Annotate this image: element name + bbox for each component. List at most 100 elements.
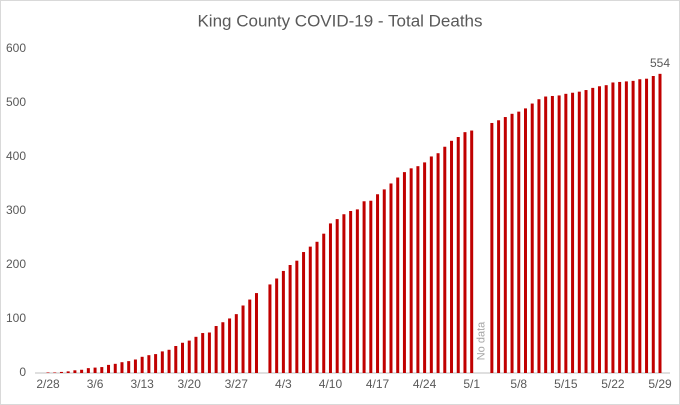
bar xyxy=(221,322,225,373)
x-tick-label: 5/22 xyxy=(601,377,625,391)
bar xyxy=(133,359,137,373)
bar xyxy=(53,372,57,373)
bar xyxy=(463,132,467,373)
bar xyxy=(382,189,386,373)
bar xyxy=(349,211,353,373)
y-tick-label: 100 xyxy=(6,311,26,325)
x-tick-label: 4/17 xyxy=(366,377,390,391)
bar xyxy=(308,246,312,373)
bar xyxy=(342,214,346,373)
x-tick-label: 5/29 xyxy=(648,377,672,391)
bar xyxy=(275,278,279,373)
bar xyxy=(288,265,292,373)
bar xyxy=(645,78,649,373)
bar xyxy=(523,108,527,374)
bar xyxy=(429,156,433,373)
y-tick-label: 300 xyxy=(6,203,26,217)
bar xyxy=(59,371,63,373)
bar xyxy=(450,140,454,373)
bar xyxy=(618,81,622,373)
bar xyxy=(201,333,205,373)
x-tick-label: 4/3 xyxy=(275,377,292,391)
bar xyxy=(564,93,568,373)
bar xyxy=(228,318,232,373)
bar xyxy=(234,314,238,373)
bar xyxy=(100,367,104,373)
bar xyxy=(315,241,319,373)
bar xyxy=(611,82,615,373)
bar xyxy=(591,87,595,373)
x-tick-label: 3/20 xyxy=(178,377,202,391)
bar xyxy=(597,86,601,373)
bar xyxy=(497,120,501,373)
x-tick-label: 4/10 xyxy=(319,377,343,391)
bar xyxy=(80,369,84,373)
annotation: No data xyxy=(476,321,488,360)
x-tick-label: 5/1 xyxy=(463,377,480,391)
x-tick-label: 3/13 xyxy=(130,377,154,391)
bar xyxy=(490,122,494,373)
bar xyxy=(402,172,406,373)
bar xyxy=(577,91,581,373)
bar xyxy=(214,326,218,373)
bar xyxy=(66,371,70,373)
bar xyxy=(658,73,662,373)
y-tick-label: 400 xyxy=(6,149,26,163)
bar xyxy=(86,368,90,373)
bar xyxy=(537,99,541,373)
x-tick-label: 5/15 xyxy=(554,377,578,391)
bar xyxy=(510,113,514,374)
bar xyxy=(127,361,131,373)
data-label: 554 xyxy=(650,56,670,70)
bar xyxy=(248,299,252,373)
bar xyxy=(93,367,97,373)
bar xyxy=(335,219,339,373)
bar xyxy=(322,233,326,373)
bar xyxy=(140,356,144,373)
x-tick-label: 2/28 xyxy=(36,377,60,391)
bar xyxy=(362,201,366,373)
bar xyxy=(456,137,460,373)
x-tick-label: 5/8 xyxy=(510,377,527,391)
bar xyxy=(207,332,211,373)
bar xyxy=(416,166,420,373)
x-tick-label: 3/27 xyxy=(225,377,249,391)
bar xyxy=(187,340,191,373)
bar xyxy=(571,92,575,374)
x-tick-label: 4/24 xyxy=(413,377,437,391)
y-tick-label: 500 xyxy=(6,95,26,109)
bar xyxy=(268,284,272,373)
bar xyxy=(631,80,635,374)
bar xyxy=(107,364,111,373)
bar xyxy=(503,117,507,373)
bar xyxy=(281,270,285,373)
y-tick-label: 0 xyxy=(19,365,26,379)
bar xyxy=(517,111,521,373)
bar xyxy=(167,349,171,373)
bar xyxy=(376,194,380,373)
bar xyxy=(584,90,588,373)
bar xyxy=(396,177,400,373)
bar xyxy=(73,370,77,373)
x-tick-label: 3/6 xyxy=(87,377,104,391)
bar xyxy=(443,146,447,373)
bar xyxy=(389,183,393,373)
bar xyxy=(423,162,427,373)
bar xyxy=(544,96,548,374)
bar xyxy=(550,95,554,373)
bar xyxy=(355,209,359,373)
y-tick-label: 200 xyxy=(6,257,26,271)
bar xyxy=(369,200,373,373)
bar xyxy=(436,153,440,373)
bar xyxy=(604,85,608,374)
bar xyxy=(302,252,306,373)
bar xyxy=(409,168,413,373)
chart-title: King County COVID-19 - Total Deaths xyxy=(197,11,482,30)
bar xyxy=(174,346,178,373)
bar xyxy=(651,76,655,373)
bar xyxy=(328,223,332,373)
bar xyxy=(241,305,245,373)
bar xyxy=(154,354,158,373)
